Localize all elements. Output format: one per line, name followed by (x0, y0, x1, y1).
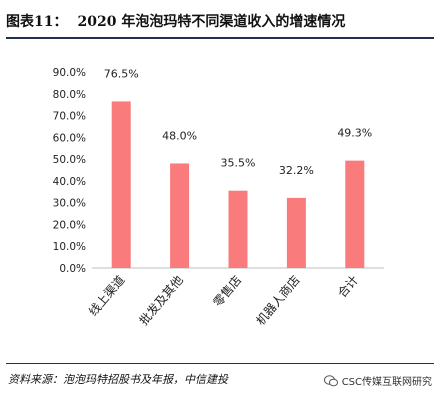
y-tick-label: 0.0% (59, 263, 86, 275)
data-label: 32.2% (279, 164, 314, 177)
bar-1 (111, 101, 131, 269)
bar-3 (228, 190, 248, 268)
y-tick-label: 40.0% (53, 176, 86, 188)
watermark-text: CSC传媒互联网研究 (341, 377, 432, 388)
data-label: 76.5% (104, 67, 139, 80)
y-tick-label: 90.0% (53, 67, 86, 79)
data-label: 49.3% (337, 127, 372, 140)
bar-4 (286, 197, 306, 268)
watermark: CSC传媒互联网研究 (323, 373, 432, 388)
title-divider (6, 37, 434, 39)
x-tick-label: 合计 (334, 272, 361, 300)
wechat-icon (323, 374, 338, 386)
y-tick-label: 50.0% (53, 154, 86, 166)
x-tick-label: 机器人商店 (253, 272, 303, 328)
data-label: 35.5% (221, 157, 256, 170)
figure-title-row: 图表11： 2020 年泡泡玛特不同渠道收入的增速情况 (6, 6, 434, 36)
x-tick-label: 线上渠道 (86, 273, 128, 319)
data-label: 48.0% (162, 129, 197, 142)
bar-5 (345, 160, 365, 268)
x-tick-label: 批发及其他 (136, 272, 186, 328)
figure-title: 2020 年泡泡玛特不同渠道收入的增速情况 (77, 14, 346, 30)
bar-2 (170, 163, 190, 268)
y-tick-label: 60.0% (53, 132, 86, 144)
y-tick-label: 70.0% (53, 111, 86, 123)
y-tick-label: 10.0% (53, 241, 86, 253)
footer-divider (6, 363, 434, 364)
x-tick-label: 零售店 (210, 272, 245, 309)
y-tick-label: 30.0% (53, 198, 86, 210)
y-tick-label: 20.0% (53, 219, 86, 231)
y-tick-label: 80.0% (53, 89, 86, 101)
figure-number: 图表11： (6, 14, 68, 30)
bar-chart: 0.0% 10.0% 20.0% 30.0% 40.0% 50.0% 60.0% 70.0% 8… (53, 67, 384, 328)
source-note: 资料来源：泡泡玛特招股书及年报，中信建投 (8, 373, 228, 386)
